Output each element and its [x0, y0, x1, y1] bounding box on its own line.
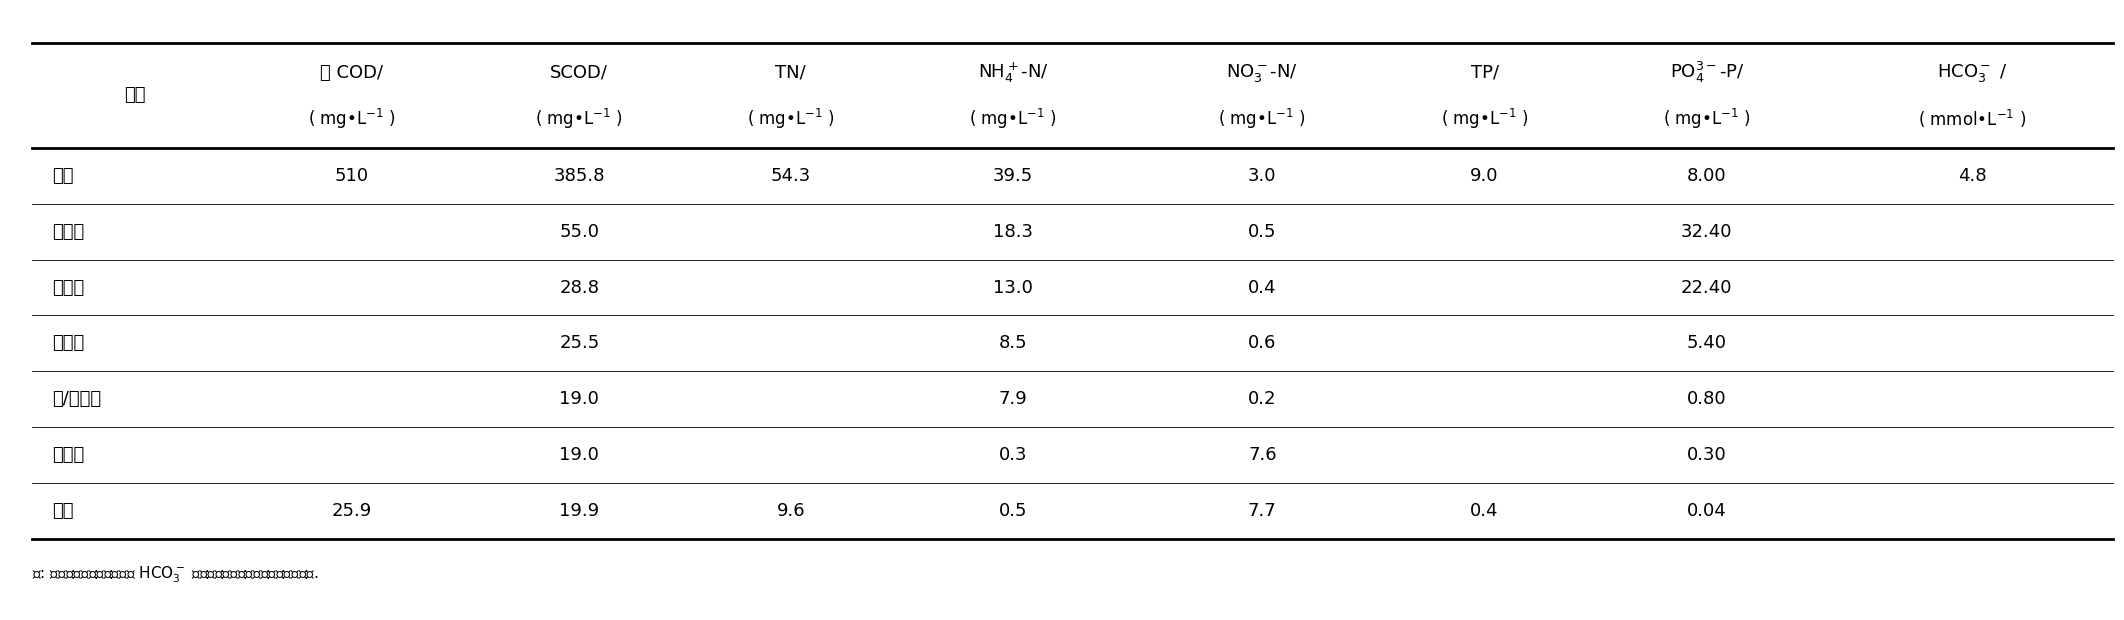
Text: 19.0: 19.0 — [559, 391, 599, 409]
Text: TP/: TP/ — [1470, 64, 1500, 82]
Text: PO$_4^{3-}$-P/: PO$_4^{3-}$-P/ — [1669, 60, 1744, 85]
Text: ( mg•L$^{-1}$ ): ( mg•L$^{-1}$ ) — [1440, 107, 1529, 131]
Text: 厉氧池: 厉氧池 — [53, 223, 85, 241]
Text: 55.0: 55.0 — [559, 223, 599, 241]
Text: 54.3: 54.3 — [771, 167, 811, 185]
Text: 缺/好氧池: 缺/好氧池 — [53, 391, 102, 409]
Text: 总 COD/: 总 COD/ — [321, 64, 382, 82]
Text: 0.5: 0.5 — [998, 502, 1028, 520]
Text: 8.5: 8.5 — [998, 334, 1028, 353]
Text: 出水: 出水 — [53, 502, 74, 520]
Text: 0.04: 0.04 — [1686, 502, 1727, 520]
Text: 8.00: 8.00 — [1686, 167, 1727, 185]
Text: 9.6: 9.6 — [777, 502, 805, 520]
Text: 18.3: 18.3 — [994, 223, 1032, 241]
Text: 0.6: 0.6 — [1249, 334, 1277, 353]
Text: 0.3: 0.3 — [998, 446, 1028, 464]
Text: 0.4: 0.4 — [1249, 278, 1277, 296]
Text: 缺氧池: 缺氧池 — [53, 334, 85, 353]
Text: TN/: TN/ — [775, 64, 807, 82]
Text: 9.0: 9.0 — [1470, 167, 1500, 185]
Text: 进水: 进水 — [53, 167, 74, 185]
Text: 0.4: 0.4 — [1470, 502, 1500, 520]
Text: ( mg•L$^{-1}$ ): ( mg•L$^{-1}$ ) — [1219, 107, 1306, 131]
Text: HCO$_3^-$ /: HCO$_3^-$ / — [1937, 61, 2007, 84]
Text: 位置: 位置 — [123, 86, 147, 105]
Text: NO$_3^-$-N/: NO$_3^-$-N/ — [1226, 61, 1298, 84]
Text: 25.5: 25.5 — [559, 334, 599, 353]
Text: 7.7: 7.7 — [1249, 502, 1277, 520]
Text: ( mg•L$^{-1}$ ): ( mg•L$^{-1}$ ) — [969, 107, 1058, 131]
Text: 510: 510 — [336, 167, 370, 185]
Text: 19.9: 19.9 — [559, 502, 599, 520]
Text: 注: 模型输入需要进水碱度（ HCO$_3^-$ ），但对出水碱度无要求，故未监测.: 注: 模型输入需要进水碱度（ HCO$_3^-$ ），但对出水碱度无要求，故未监… — [32, 564, 319, 585]
Text: 28.8: 28.8 — [559, 278, 599, 296]
Text: ( mg•L$^{-1}$ ): ( mg•L$^{-1}$ ) — [748, 107, 835, 131]
Text: NH$_4^+$-N/: NH$_4^+$-N/ — [977, 60, 1049, 85]
Text: 4.8: 4.8 — [1958, 167, 1986, 185]
Text: ( mg•L$^{-1}$ ): ( mg•L$^{-1}$ ) — [1663, 107, 1750, 131]
Text: ( mg•L$^{-1}$ ): ( mg•L$^{-1}$ ) — [535, 107, 622, 131]
Text: 13.0: 13.0 — [994, 278, 1032, 296]
Text: 39.5: 39.5 — [992, 167, 1032, 185]
Text: 0.5: 0.5 — [1249, 223, 1277, 241]
Text: ( mmol•L$^{-1}$ ): ( mmol•L$^{-1}$ ) — [1918, 108, 2026, 130]
Text: 好氧池: 好氧池 — [53, 446, 85, 464]
Text: 0.2: 0.2 — [1249, 391, 1277, 409]
Text: SCOD/: SCOD/ — [550, 64, 607, 82]
Text: 3.0: 3.0 — [1249, 167, 1277, 185]
Text: 0.30: 0.30 — [1686, 446, 1727, 464]
Text: 7.9: 7.9 — [998, 391, 1028, 409]
Text: 5.40: 5.40 — [1686, 334, 1727, 353]
Text: 385.8: 385.8 — [554, 167, 605, 185]
Text: 19.0: 19.0 — [559, 446, 599, 464]
Text: 25.9: 25.9 — [331, 502, 372, 520]
Text: 32.40: 32.40 — [1680, 223, 1733, 241]
Text: ( mg•L$^{-1}$ ): ( mg•L$^{-1}$ ) — [308, 107, 395, 131]
Text: 0.80: 0.80 — [1686, 391, 1727, 409]
Text: 22.40: 22.40 — [1680, 278, 1733, 296]
Text: 接触池: 接触池 — [53, 278, 85, 296]
Text: 7.6: 7.6 — [1249, 446, 1277, 464]
